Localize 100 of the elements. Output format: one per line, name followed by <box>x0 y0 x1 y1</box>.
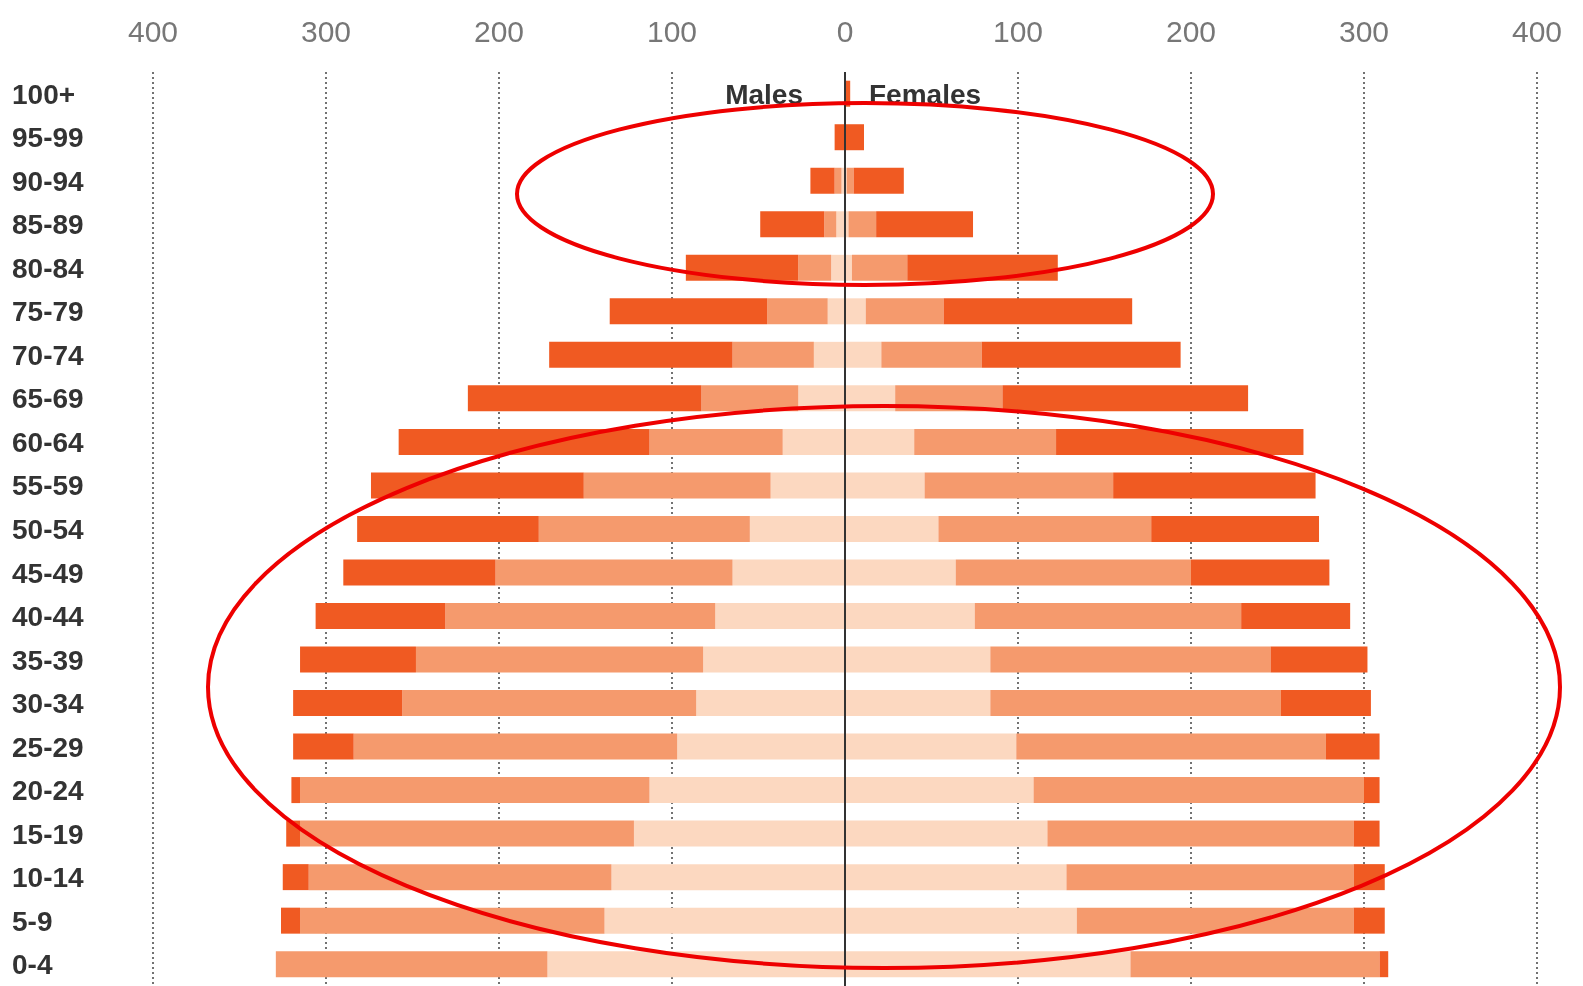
bar <box>845 602 975 629</box>
bar <box>549 341 733 368</box>
bar <box>275 951 548 978</box>
bar <box>1280 690 1371 717</box>
bar <box>1241 602 1351 629</box>
bar <box>845 472 925 499</box>
bar <box>845 777 1034 804</box>
y-tick-label: 50-54 <box>12 514 85 545</box>
bar <box>649 428 783 455</box>
bar <box>495 559 733 586</box>
bar <box>845 298 866 325</box>
bar <box>1130 951 1380 978</box>
y-tick-label: 0-4 <box>12 949 53 981</box>
bar <box>398 428 650 455</box>
bar <box>370 472 584 499</box>
y-tick-label: 10-14 <box>12 862 85 894</box>
bar <box>538 515 750 542</box>
bar <box>845 907 1077 934</box>
bar <box>701 385 799 412</box>
x-tick-label: 100 <box>646 15 698 48</box>
bar <box>353 733 678 760</box>
bar <box>1191 559 1330 586</box>
bar <box>845 820 1048 847</box>
bar <box>846 167 854 194</box>
bar <box>604 907 845 934</box>
bar <box>834 167 842 194</box>
bar <box>955 559 1191 586</box>
bar <box>300 907 605 934</box>
bar <box>845 341 882 368</box>
bar <box>293 690 403 717</box>
bar <box>943 298 1133 325</box>
bar <box>315 602 446 629</box>
bar <box>696 690 845 717</box>
x-tick-label: 400 <box>127 15 179 48</box>
bar <box>865 298 944 325</box>
bar <box>831 254 845 281</box>
bar <box>343 559 496 586</box>
bar <box>291 777 301 804</box>
bar <box>851 254 908 281</box>
y-tick-label: 90-94 <box>12 165 85 197</box>
bar <box>677 733 845 760</box>
y-tick-label: 70-74 <box>12 339 85 371</box>
bar <box>1379 951 1389 978</box>
bar <box>1016 733 1326 760</box>
bar <box>924 472 1114 499</box>
bar <box>848 211 877 238</box>
bar <box>770 472 845 499</box>
bar <box>649 777 845 804</box>
y-tick-label: 85-89 <box>12 209 84 241</box>
bar <box>293 733 354 760</box>
bar <box>845 515 939 542</box>
bar <box>308 864 612 891</box>
bar <box>853 167 904 194</box>
bar <box>845 733 1017 760</box>
bar <box>767 298 828 325</box>
x-tick-label: 0 <box>836 15 854 48</box>
bar <box>798 254 832 281</box>
bar <box>633 820 845 847</box>
bar <box>300 646 416 673</box>
bar <box>845 124 865 151</box>
bar <box>782 428 845 455</box>
bar <box>760 211 825 238</box>
bar <box>611 864 845 891</box>
y-tick-label: 15-19 <box>12 818 84 850</box>
bar <box>813 341 845 368</box>
bar <box>583 472 771 499</box>
y-tick-label: 75-79 <box>12 296 84 328</box>
bar <box>1353 907 1385 934</box>
y-tick-label: 65-69 <box>12 383 84 415</box>
bar <box>881 341 982 368</box>
bar <box>845 559 956 586</box>
annotation: Males <box>725 78 803 110</box>
bar <box>732 559 845 586</box>
y-tick-label: 60-64 <box>12 426 85 458</box>
bar <box>914 428 1057 455</box>
bar <box>1325 733 1380 760</box>
bar <box>402 690 697 717</box>
y-tick-label: 5-9 <box>12 905 53 937</box>
x-tick-label: 200 <box>1165 15 1217 48</box>
bar <box>1033 777 1364 804</box>
y-tick-label: 80-84 <box>12 252 85 284</box>
y-tick-label: 100+ <box>12 78 76 110</box>
bar <box>938 515 1152 542</box>
y-tick-label: 25-29 <box>12 731 84 763</box>
bar <box>990 646 1271 673</box>
bar <box>876 211 974 238</box>
bar <box>1364 777 1380 804</box>
y-tick-label: 20-24 <box>12 775 85 807</box>
y-tick-label: 55-59 <box>12 470 84 502</box>
bar <box>845 428 915 455</box>
bar <box>703 646 845 673</box>
y-tick-label: 40-44 <box>12 601 85 633</box>
bar <box>415 646 704 673</box>
x-tick-label: 100 <box>992 15 1044 48</box>
bar <box>547 951 845 978</box>
bar <box>732 341 814 368</box>
y-tick-label: 30-34 <box>12 688 85 720</box>
bar <box>1113 472 1316 499</box>
bar <box>824 211 837 238</box>
bar <box>845 690 991 717</box>
